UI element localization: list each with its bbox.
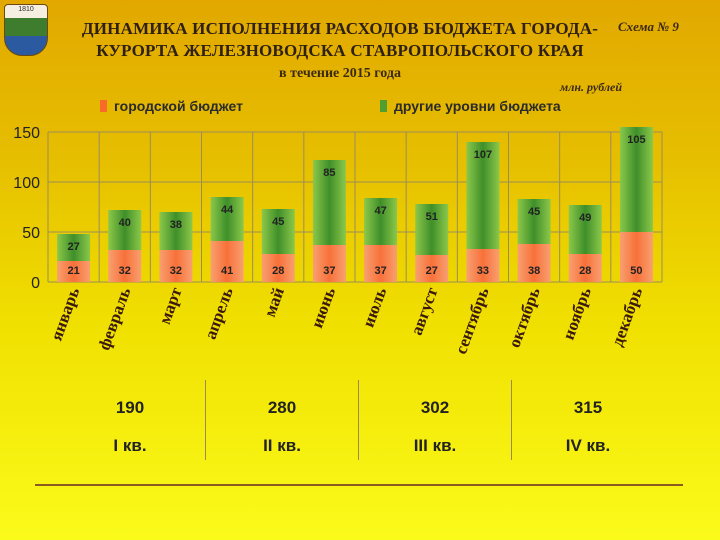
title-line-1: ДИНАМИКА ИСПОЛНЕНИЯ РАСХОДОВ БЮДЖЕТА ГОР…	[81, 19, 599, 38]
data-label-other-6: 85	[323, 167, 335, 179]
data-label-city-1: 21	[67, 265, 79, 277]
bar-city-1	[57, 261, 91, 282]
x-tick-label-12: декабрь	[607, 285, 646, 349]
bar-city-3	[159, 250, 193, 282]
bar-city-7	[364, 245, 398, 282]
x-tick-label-5: май	[260, 285, 288, 320]
legend-item-other: другие уровни бюджета	[380, 98, 561, 114]
x-tick-label-8: август	[407, 284, 442, 337]
data-label-other-3: 38	[170, 219, 182, 231]
bar-other-6	[312, 160, 346, 245]
bar-other-10	[517, 199, 551, 244]
legend-swatch-other	[380, 100, 387, 112]
y-tick-label: 0	[31, 275, 40, 292]
data-label-other-8: 51	[426, 211, 438, 223]
legend-label-other: другие уровни бюджета	[394, 98, 561, 114]
x-tick-label-6: июнь	[307, 285, 339, 331]
x-tick-label-9: сентябрь	[451, 285, 493, 357]
legend-item-city: городской бюджет	[100, 98, 243, 114]
bar-other-7	[364, 198, 398, 245]
y-tick-label: 100	[13, 175, 40, 192]
data-label-other-11: 49	[579, 212, 591, 224]
bar-other-8	[415, 204, 449, 255]
data-label-other-4: 44	[221, 204, 234, 216]
data-label-city-8: 27	[426, 265, 438, 277]
legend-label-city: городской бюджет	[114, 98, 243, 114]
bar-other-3	[159, 212, 193, 250]
data-label-other-9: 107	[474, 149, 492, 161]
data-label-city-2: 32	[119, 265, 131, 277]
data-label-other-12: 105	[627, 134, 645, 146]
y-tick-label: 50	[22, 225, 40, 242]
data-label-other-10: 45	[528, 206, 540, 218]
bar-city-5	[261, 254, 295, 282]
data-label-city-4: 41	[221, 265, 233, 277]
x-tick-label-2: февраль	[94, 285, 134, 353]
bar-other-9	[466, 142, 500, 249]
bar-city-11	[568, 254, 602, 282]
chart-title: ДИНАМИКА ИСПОЛНЕНИЯ РАСХОДОВ БЮДЖЕТА ГОР…	[50, 18, 630, 62]
bar-other-4	[210, 197, 244, 241]
bottom-divider-line	[35, 484, 683, 486]
bar-city-6	[312, 245, 346, 282]
city-crest: 1810	[4, 4, 48, 56]
data-label-other-1: 27	[67, 241, 79, 253]
bar-city-10	[517, 244, 551, 282]
bar-city-4	[210, 241, 244, 282]
data-label-city-11: 28	[579, 265, 591, 277]
bar-city-9	[466, 249, 500, 282]
x-tick-label-7: июль	[359, 285, 391, 330]
x-tick-label-3: март	[155, 284, 186, 326]
data-label-other-7: 47	[374, 205, 386, 217]
x-tick-label-1: январь	[47, 285, 84, 343]
bar-other-1	[57, 234, 91, 261]
data-label-city-3: 32	[170, 265, 182, 277]
data-label-city-10: 38	[528, 265, 540, 277]
data-label-city-9: 33	[477, 265, 489, 277]
x-tick-label-11: ноябрь	[559, 285, 595, 342]
data-label-city-7: 37	[374, 265, 386, 277]
y-tick-label: 150	[13, 125, 40, 142]
bar-other-11	[568, 205, 602, 254]
x-tick-label-10: октябрь	[505, 285, 544, 350]
data-label-city-12: 50	[630, 265, 642, 277]
chart-subtitle: в течение 2015 года	[279, 66, 401, 81]
data-label-other-2: 40	[119, 217, 131, 229]
units-label: млн. рублей	[560, 80, 623, 94]
bar-other-5	[261, 209, 295, 254]
x-tick-label-4: апрель	[201, 285, 237, 342]
data-label-city-6: 37	[323, 265, 335, 277]
bar-city-12	[619, 232, 653, 282]
data-label-city-5: 28	[272, 265, 284, 277]
data-label-other-5: 45	[272, 216, 284, 228]
crest-year: 1810	[18, 6, 34, 13]
scheme-number: Схема № 9	[618, 19, 679, 34]
bar-city-2	[108, 250, 142, 282]
title-line-2: КУРОРТА ЖЕЛЕЗНОВОДСКА СТАВРОПОЛЬСКОГО КР…	[96, 41, 584, 60]
legend-swatch-city	[100, 100, 107, 112]
bar-other-2	[108, 210, 142, 250]
bar-city-8	[415, 255, 449, 282]
bar-other-12	[619, 127, 653, 232]
